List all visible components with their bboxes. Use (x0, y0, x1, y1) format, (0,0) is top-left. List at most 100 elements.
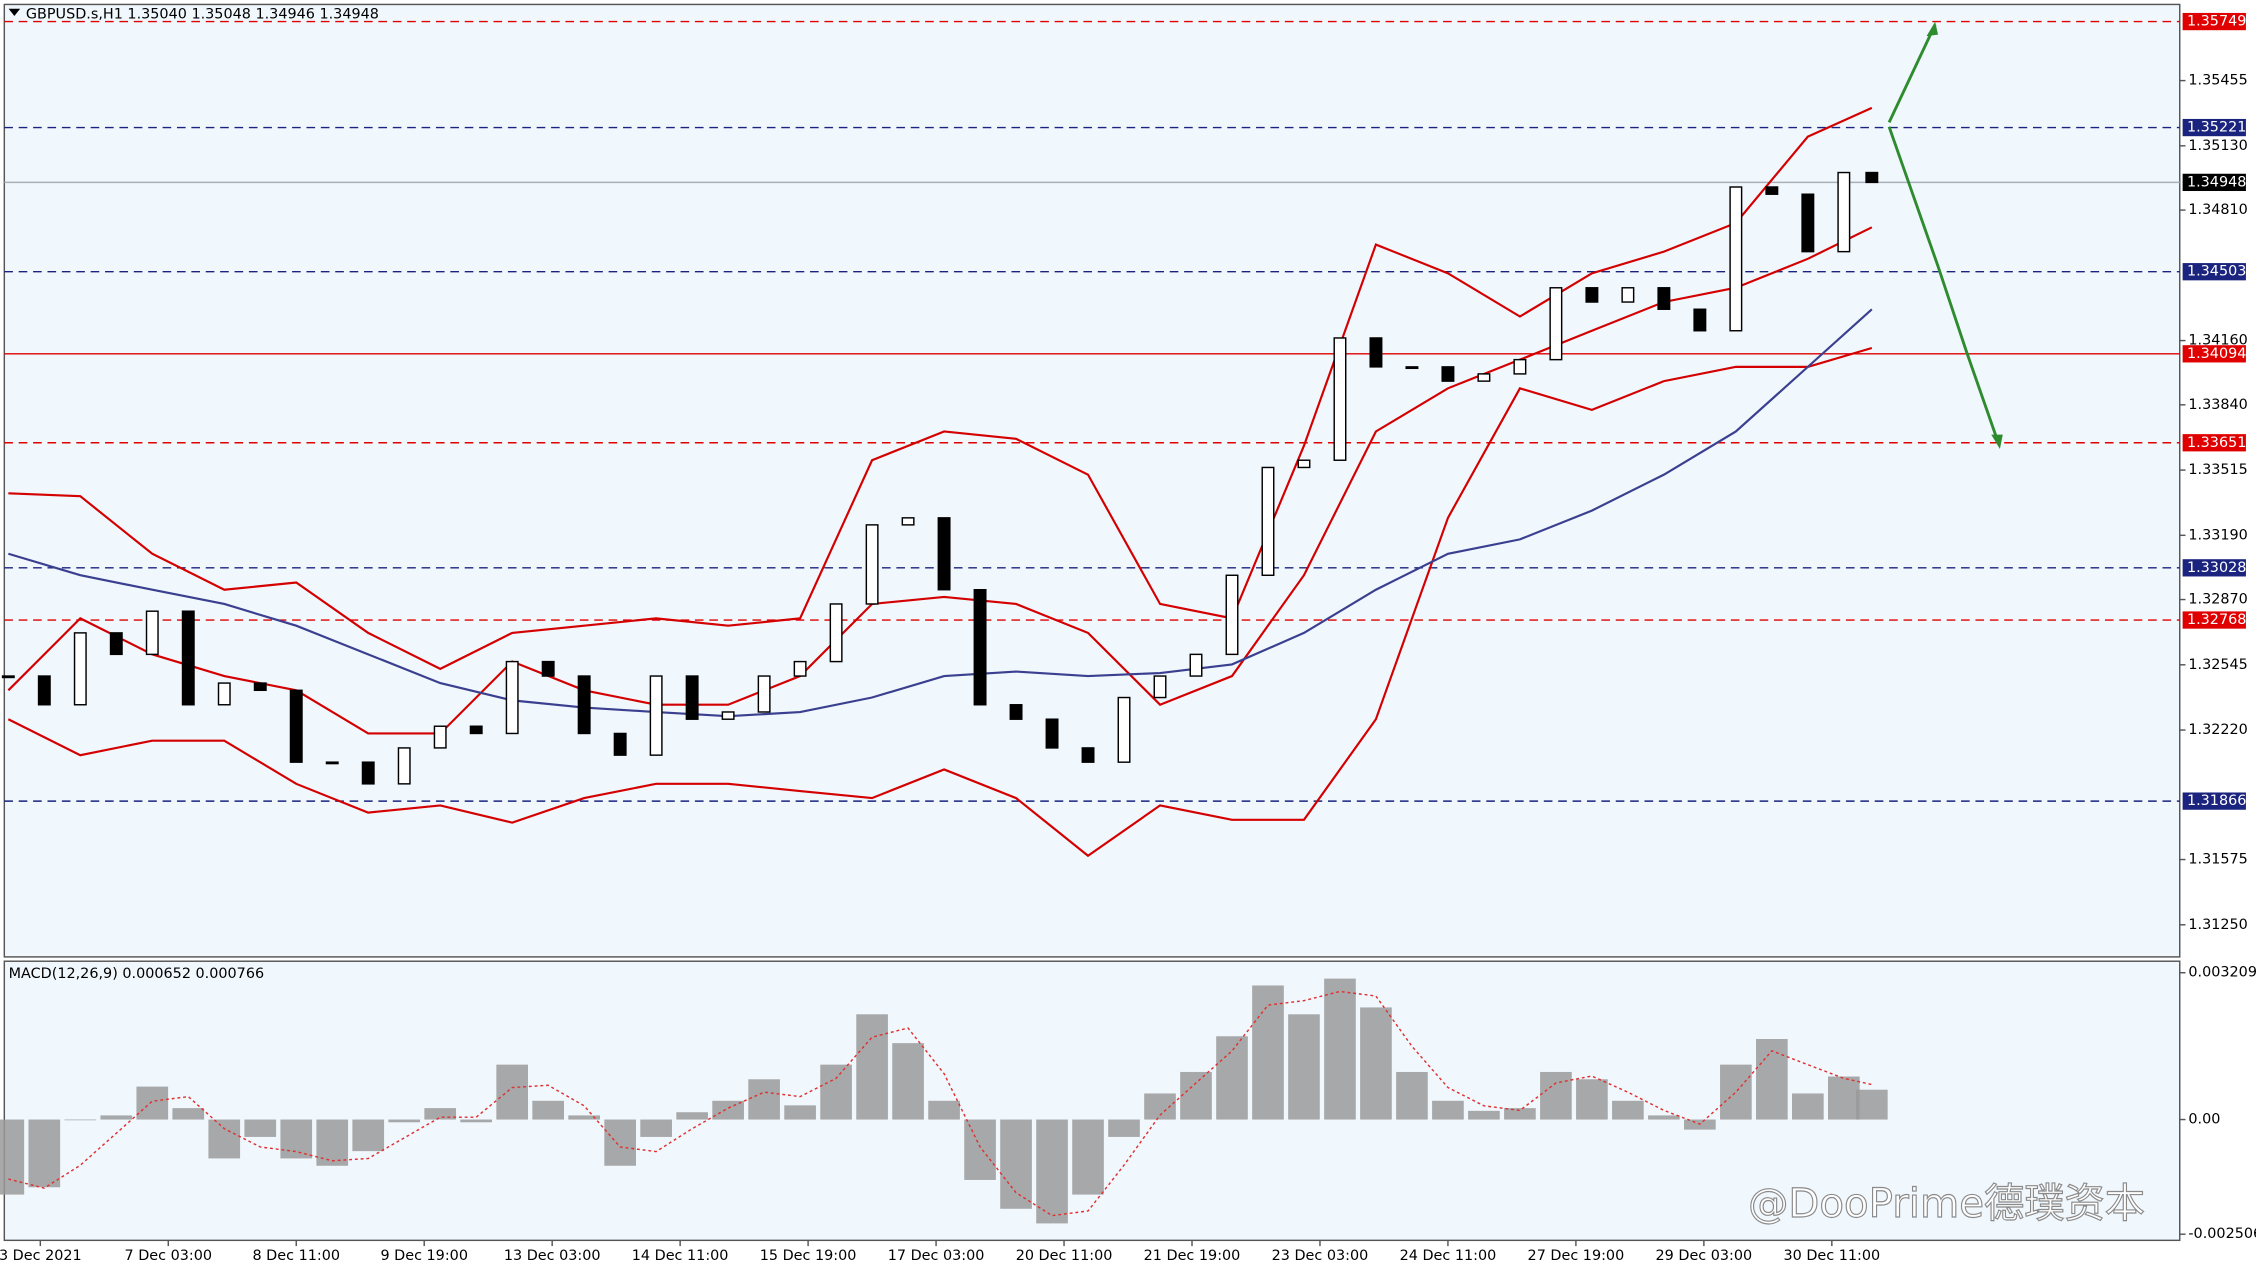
macd-y-tick-label: -0.002506 (2188, 1226, 2256, 1242)
x-tick-label: 8 Dec 11:00 (252, 1248, 340, 1264)
x-tick-label: 9 Dec 19:00 (380, 1248, 468, 1264)
level-label: 1.34503 (2187, 264, 2246, 280)
macd-bar (496, 1064, 529, 1120)
level-label: 1.32768 (2187, 612, 2246, 628)
macd-bar (532, 1100, 564, 1120)
x-tick-label: 13 Dec 03:00 (504, 1248, 601, 1264)
level-label: 1.31866 (2187, 793, 2246, 809)
macd-bar (928, 1100, 960, 1120)
candle (1693, 308, 1707, 332)
x-tick-label: 21 Dec 19:00 (1144, 1248, 1241, 1264)
candle (361, 761, 375, 785)
macd-bar (136, 1086, 169, 1120)
arrow-up (1887, 23, 1937, 124)
overlays (7, 106, 1873, 858)
macd-bar (1576, 1079, 1608, 1120)
y-tick-label: 1.32545 (2188, 657, 2247, 673)
macd-bar (640, 1119, 672, 1137)
candle (1261, 466, 1275, 576)
x-tick-label: 14 Dec 11:00 (632, 1248, 729, 1264)
level-label: 1.33028 (2187, 560, 2246, 576)
candle (649, 675, 663, 756)
y-tick-label: 1.33190 (2188, 527, 2247, 543)
macd-bar (604, 1119, 636, 1166)
arrow-down (1887, 126, 2000, 444)
indicator-line (8, 308, 1873, 718)
candle (1297, 459, 1311, 469)
y-tick-label: 1.35455 (2188, 73, 2247, 89)
macd-bar (1612, 1100, 1644, 1120)
macd-bar (100, 1115, 133, 1120)
candle (217, 682, 231, 706)
level-label-bg (2182, 345, 2246, 363)
macd-bar (1288, 1014, 1320, 1120)
level-label-bg (2182, 611, 2246, 629)
arrow-head (1926, 21, 1939, 37)
candle (1081, 747, 1095, 763)
candle (469, 725, 483, 735)
candle (1549, 287, 1563, 361)
candle (613, 732, 627, 756)
level-label-bg (2182, 434, 2246, 452)
candle (1513, 358, 1527, 375)
macd-bar (280, 1119, 313, 1159)
macd-bar (1216, 1036, 1248, 1120)
level-label: 1.34094 (2187, 346, 2246, 362)
candle (1189, 653, 1203, 677)
macd-bar (1324, 978, 1356, 1120)
candle (37, 675, 51, 706)
candle (793, 660, 807, 677)
candle (1837, 171, 1851, 253)
candle (1, 675, 15, 679)
levels (4, 20, 2180, 802)
x-tick-label: 30 Dec 11:00 (1783, 1248, 1880, 1264)
candle (973, 588, 987, 706)
y-tick-label: 1.31250 (2188, 917, 2247, 933)
level-label: 1.35221 (2187, 120, 2246, 136)
candle (1117, 696, 1131, 763)
macd-bar (352, 1119, 385, 1152)
x-tick-label: 17 Dec 03:00 (888, 1248, 985, 1264)
candle (1729, 186, 1743, 332)
macd-bar (460, 1119, 493, 1123)
level-label-bg (2182, 263, 2246, 281)
candle (289, 689, 303, 763)
macd-bar (424, 1108, 457, 1120)
x-tick-label: 27 Dec 19:00 (1528, 1248, 1625, 1264)
level-label-bg (2182, 118, 2246, 137)
candle (1369, 337, 1383, 368)
macd-bar (964, 1119, 996, 1180)
macd-bar (388, 1119, 421, 1123)
candle (73, 632, 87, 706)
candle (253, 682, 267, 692)
macd-bar (1648, 1115, 1680, 1120)
candles (1, 171, 1879, 785)
macd-bar (244, 1119, 277, 1137)
candle (325, 761, 339, 765)
macd-bar (748, 1079, 780, 1120)
x-tick-label: 7 Dec 03:00 (125, 1248, 213, 1264)
level-label-bg (2182, 559, 2246, 577)
y-tick-label: 1.34810 (2188, 202, 2247, 218)
macd-bar (1855, 1089, 1888, 1120)
candle (721, 711, 735, 720)
macd-bar (0, 1119, 25, 1195)
indicator-line (7, 346, 1873, 858)
candle (1009, 704, 1023, 720)
candle (937, 517, 951, 591)
macd-bar (316, 1119, 349, 1166)
macd-bar (28, 1119, 61, 1188)
candle (1765, 186, 1779, 195)
macd-bar (1540, 1071, 1572, 1120)
macd-bar (1792, 1093, 1824, 1120)
macd-signal (8, 990, 1873, 1217)
macd-bar (1144, 1093, 1176, 1120)
candle (829, 603, 843, 663)
macd-bar (1000, 1119, 1032, 1209)
macd-bar (1252, 985, 1284, 1120)
candle (1045, 718, 1059, 749)
candle (145, 610, 159, 656)
macd-bar (1828, 1076, 1860, 1120)
x-tick-label: 3 Dec 2021 (0, 1248, 82, 1264)
macd-title: MACD(12,26,9) 0.000652 0.000766 (9, 966, 265, 982)
